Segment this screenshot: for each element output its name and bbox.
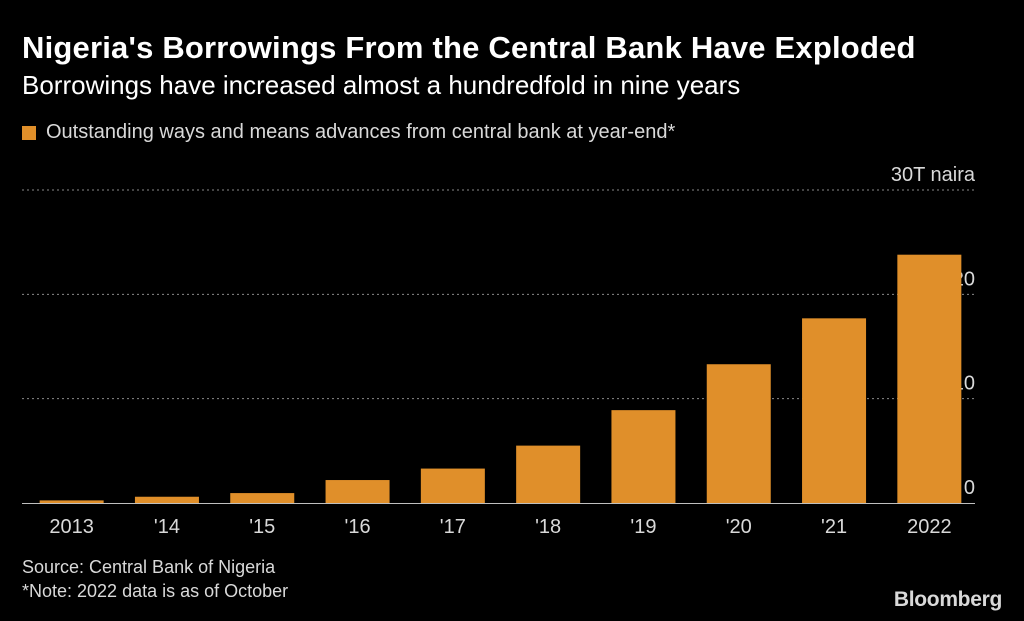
x-tick-label: '16 xyxy=(345,516,371,538)
x-tick-label: 2022 xyxy=(907,516,952,538)
bloomberg-logo: Bloomberg xyxy=(893,588,1002,611)
source-note: Source: Central Bank of Nigeria xyxy=(22,557,276,577)
x-tick-label: '15 xyxy=(249,516,275,538)
bar xyxy=(802,318,867,503)
bar xyxy=(39,500,104,503)
x-tick-label: 2013 xyxy=(49,516,94,538)
bar xyxy=(230,493,295,503)
bar xyxy=(134,496,199,503)
chart-subtitle: Borrowings have increased almost a hundr… xyxy=(22,70,741,100)
x-tick-label: '20 xyxy=(726,516,752,538)
bar xyxy=(325,480,390,503)
x-tick-label: '18 xyxy=(535,516,561,538)
y-tick-label: 0 xyxy=(964,477,975,499)
bar xyxy=(897,254,962,503)
legend-label: Outstanding ways and means advances from… xyxy=(46,121,676,143)
legend-swatch xyxy=(22,125,36,140)
bar xyxy=(611,410,676,503)
bar xyxy=(420,468,485,503)
footnote: *Note: 2022 data is as of October xyxy=(22,581,289,601)
x-tick-label: '19 xyxy=(630,516,656,538)
bar xyxy=(706,364,771,503)
bar xyxy=(516,445,581,503)
chart-title: Nigeria's Borrowings From the Central Ba… xyxy=(22,30,916,65)
x-tick-label: '21 xyxy=(821,516,847,538)
x-tick-label: '17 xyxy=(440,516,466,538)
x-tick-label: '14 xyxy=(154,516,180,538)
y-tick-label: 30T naira xyxy=(891,164,976,186)
legend: Outstanding ways and means advances from… xyxy=(22,121,675,144)
